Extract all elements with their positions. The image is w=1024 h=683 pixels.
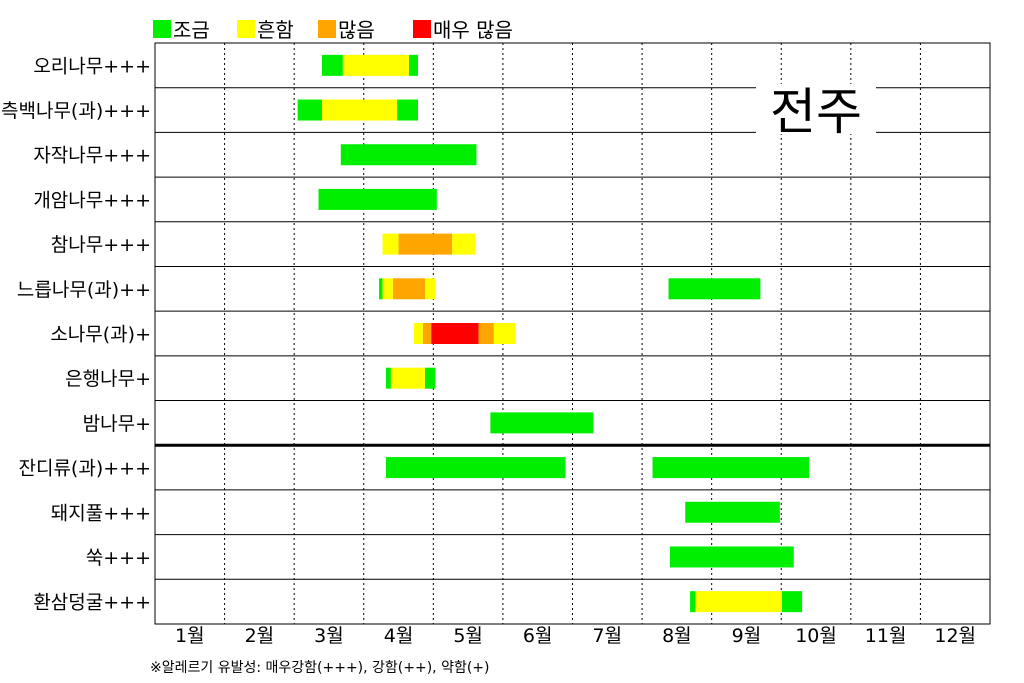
month-label: 8월: [662, 625, 692, 647]
bar-segment-low: [685, 501, 780, 523]
bar-segment-low: [318, 188, 437, 210]
month-label: 5월: [453, 625, 483, 647]
city-label: 전주: [770, 83, 862, 141]
bar-segment-low: [424, 367, 436, 389]
row-label: 자작나무+++: [33, 145, 151, 167]
row-label: 쑥+++: [86, 547, 151, 569]
month-label: 2월: [245, 625, 275, 647]
legend-label-many: 많음: [338, 18, 375, 42]
row-label: 측백나무(과)+++: [1, 100, 151, 122]
month-label: 12월: [934, 625, 976, 647]
bar-segment-low: [379, 278, 383, 300]
bar-segment-common: [382, 278, 393, 300]
bar-segment-low: [386, 457, 566, 479]
row-label: 소나무(과)+: [50, 324, 151, 346]
bar-segment-many: [422, 323, 432, 344]
bar-segment-many: [392, 278, 425, 300]
city-label-background: [756, 84, 876, 134]
row-label: 돼지풀+++: [51, 502, 151, 524]
bar-segment-common: [452, 233, 476, 255]
bar-segment-very_many: [431, 323, 479, 344]
row-label: 참나무+++: [51, 234, 151, 256]
bar-segment-low: [322, 54, 343, 76]
legend: 조금 흔함 많음 매우 많음: [153, 18, 513, 42]
bar-segment-common: [413, 323, 423, 344]
bar-segment-low: [297, 99, 322, 121]
row-label: 잔디류(과)+++: [18, 458, 151, 480]
row-label: 환삼덩굴+++: [33, 592, 151, 614]
bar-segment-common: [390, 367, 425, 389]
legend-swatch-many: [318, 20, 336, 38]
row-label: 오리나무+++: [33, 55, 151, 77]
city-label-box: 전주: [756, 83, 876, 141]
bar-segment-common: [382, 233, 399, 255]
legend-swatch-very_many: [413, 20, 431, 38]
legend-label-low: 조금: [173, 18, 210, 42]
month-label: 1월: [175, 625, 205, 647]
bar-segment-many: [398, 233, 453, 255]
bar-segment-low: [397, 99, 419, 121]
row-label: 느릅나무(과)++: [17, 279, 151, 301]
month-label: 9월: [732, 625, 762, 647]
row-labels: 오리나무+++ 측백나무(과)+++ 자작나무+++ 개암나무+++ 참나무+++ 느릅나…: [1, 55, 151, 613]
month-label: 11월: [865, 625, 907, 647]
month-label: 6월: [523, 625, 553, 647]
month-label: 10월: [795, 625, 837, 647]
bar-segment-low: [386, 367, 391, 389]
legend-label-common: 흔함: [257, 18, 294, 42]
bar-segment-low: [652, 457, 810, 479]
bar-segment-low: [340, 144, 477, 166]
bar-segment-low: [490, 412, 594, 434]
legend-swatch-common: [237, 20, 255, 38]
legend-swatch-low: [153, 20, 171, 38]
month-label: 4월: [384, 625, 414, 647]
row-label: 개암나무+++: [33, 189, 151, 211]
footnote: ※알레르기 유발성: 매우강함(+++), 강함(++), 약함(+): [150, 660, 490, 676]
bar-segment-common: [322, 99, 398, 121]
row-label: 밤나무+: [83, 413, 151, 435]
bar-segment-low: [690, 591, 696, 613]
month-label: 3월: [314, 625, 344, 647]
bars: [297, 54, 810, 613]
bar-segment-common: [342, 54, 409, 76]
bar-segment-common: [493, 323, 516, 344]
bar-segment-low: [781, 591, 803, 613]
bar-segment-low: [669, 546, 794, 568]
bar-segment-many: [478, 323, 494, 344]
bar-segment-low: [408, 54, 419, 76]
legend-label-very_many: 매우 많음: [433, 18, 513, 42]
bar-segment-low: [668, 278, 761, 300]
plot-area: 전주: [154, 42, 991, 625]
row-label: 은행나무+: [65, 368, 151, 390]
bar-segment-common: [695, 591, 782, 613]
month-axis-labels: 1월 2월 3월 4월 5월 6월 7월 8월 9월 10월 11월 12월: [175, 625, 976, 647]
month-label: 7월: [593, 625, 623, 647]
bar-segment-common: [424, 278, 436, 300]
